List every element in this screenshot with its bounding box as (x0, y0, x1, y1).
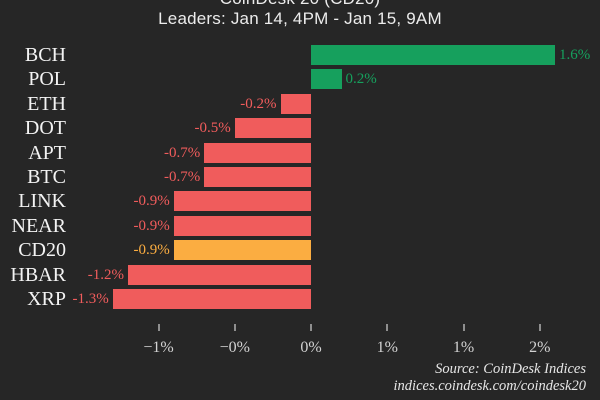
x-axis-tick-label: 1% (452, 339, 475, 356)
category-label-near: NEAR (11, 214, 66, 237)
category-label-hbar: HBAR (10, 263, 66, 286)
value-label-bch: 1.6% (559, 47, 591, 63)
category-label-dot: DOT (24, 117, 66, 140)
x-axis-tick-label: −0% (219, 339, 250, 356)
value-label-eth: -0.2% (240, 95, 277, 112)
category-label-pol: POL (28, 68, 66, 91)
source-line: Source: CoinDesk Indices (435, 361, 586, 377)
bar-cd20 (173, 240, 311, 261)
bar-near (173, 215, 311, 236)
chart-title: CoinDesk 20 (CD20) (0, 0, 600, 8)
value-label-hbar: -1.2% (87, 266, 124, 283)
x-axis-tick-mark (310, 324, 312, 331)
value-label-btc: -0.7% (164, 169, 201, 185)
bar-apt (204, 142, 311, 163)
bar-dot (234, 118, 311, 139)
category-label-eth: ETH (27, 92, 66, 115)
bar-btc (204, 167, 311, 187)
category-label-cd20: CD20 (18, 239, 66, 262)
source-attribution: Source: CoinDesk Indices indices.coindes… (394, 361, 586, 394)
bar-eth (280, 93, 311, 114)
bar-link (173, 191, 311, 212)
x-axis-tick-mark (157, 324, 160, 331)
x-axis-tick-mark (462, 324, 465, 331)
value-label-pol: 0.2% (345, 71, 377, 88)
x-axis-tick-mark (386, 324, 389, 331)
chart-subtitle: Leaders: Jan 14, 4PM - Jan 15, 9AM (158, 9, 442, 28)
x-axis-tick-mark (233, 324, 236, 331)
x-axis-tick-label: −1% (143, 339, 174, 356)
category-label-btc: BTC (27, 166, 66, 188)
bar-hbar (128, 264, 311, 285)
chart-header: CoinDesk 20 (CD20) Leaders: Jan 14, 4PM … (0, 0, 600, 28)
x-axis-tick-label: 2% (529, 339, 551, 356)
x-axis-tick-label: 1% (376, 339, 398, 356)
value-label-xrp: -1.3% (72, 291, 109, 307)
x-axis-tick-mark (538, 324, 541, 331)
value-label-cd20: -0.9% (133, 242, 170, 259)
source-url: indices.coindesk.com/coindesk20 (393, 377, 586, 394)
value-label-near: -0.9% (133, 217, 170, 234)
category-label-bch: BCH (24, 44, 66, 66)
value-label-apt: -0.7% (164, 144, 201, 161)
category-label-link: LINK (18, 190, 66, 213)
bar-bch (311, 45, 555, 65)
bar-xrp (112, 289, 311, 309)
value-label-link: -0.9% (133, 193, 170, 210)
category-label-xrp: XRP (27, 288, 66, 310)
bar-pol (311, 69, 342, 90)
category-label-apt: APT (28, 141, 66, 164)
value-label-dot: -0.5% (194, 120, 231, 137)
x-axis-tick-label: 0% (300, 339, 322, 356)
